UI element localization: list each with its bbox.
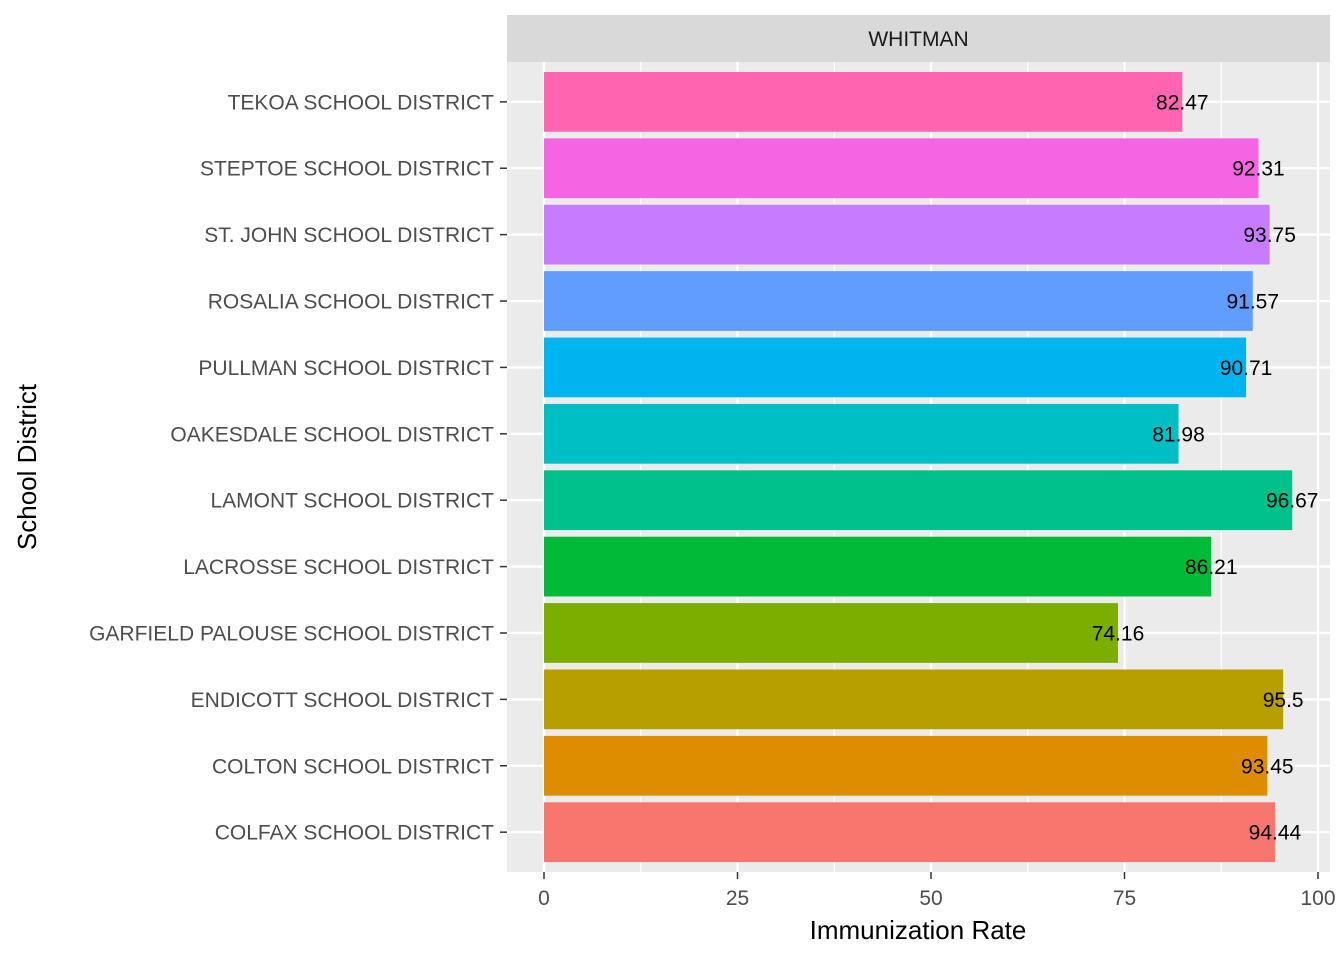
x-tick-label: 75: [1113, 887, 1136, 910]
bar: [544, 204, 1270, 265]
bar-data-label: 91.57: [1226, 291, 1279, 314]
x-tick-label: 0: [538, 887, 550, 910]
x-tick-label: 50: [919, 887, 942, 910]
y-tick-label: OAKESDALE SCHOOL DISTRICT: [170, 423, 494, 446]
y-tick-label: STEPTOE SCHOOL DISTRICT: [200, 158, 494, 181]
bar: [544, 536, 1212, 597]
bar: [544, 138, 1259, 199]
bar-data-label: 81.98: [1152, 423, 1205, 446]
y-tick-label: ST. JOHN SCHOOL DISTRICT: [204, 224, 494, 247]
y-tick-label: ROSALIA SCHOOL DISTRICT: [208, 291, 494, 314]
y-tick-label: COLFAX SCHOOL DISTRICT: [215, 822, 494, 845]
bar: [544, 337, 1247, 398]
bar-data-label: 82.47: [1156, 91, 1209, 114]
y-tick-label: PULLMAN SCHOOL DISTRICT: [198, 357, 494, 380]
bar-data-labels: 94.44 93.45 95.5 74.16 86.21 96.67 81.98 90.71 9…: [1092, 91, 1319, 844]
bar-data-label: 74.16: [1092, 622, 1145, 645]
bar: [544, 802, 1275, 863]
x-axis: 0 25 50 75 100: [538, 872, 1336, 910]
bar: [544, 470, 1293, 531]
bar: [544, 271, 1253, 331]
y-tick-label: GARFIELD PALOUSE SCHOOL DISTRICT: [89, 622, 494, 645]
y-tick-label: COLTON SCHOOL DISTRICT: [212, 755, 494, 778]
y-tick-label: TEKOA SCHOOL DISTRICT: [228, 91, 495, 114]
x-tick-label: 100: [1300, 887, 1335, 910]
bar-data-label: 96.67: [1266, 490, 1319, 513]
bar: [544, 669, 1284, 730]
bar: [544, 71, 1183, 132]
bar-data-label: 86.21: [1185, 556, 1238, 579]
bar: [544, 735, 1268, 796]
bar-data-label: 90.71: [1220, 357, 1273, 380]
facet-label: WHITMAN: [868, 28, 968, 51]
bars: [544, 71, 1293, 863]
bar-data-label: 92.31: [1232, 158, 1285, 181]
bar-data-label: 93.45: [1241, 755, 1294, 778]
bar-data-label: 93.75: [1243, 224, 1296, 247]
y-tick-label: LACROSSE SCHOOL DISTRICT: [183, 556, 494, 579]
bar-data-label: 95.5: [1263, 689, 1304, 712]
bar: [544, 403, 1179, 464]
y-axis-title: School District: [12, 383, 42, 550]
bar-data-label: 94.44: [1249, 822, 1302, 845]
y-tick-label: ENDICOTT SCHOOL DISTRICT: [191, 689, 495, 712]
y-axis: COLFAX SCHOOL DISTRICT COLTON SCHOOL DIST…: [89, 91, 507, 845]
x-tick-label: 25: [726, 887, 749, 910]
x-axis-title: Immunization Rate: [810, 915, 1027, 945]
bar: [544, 603, 1118, 663]
y-tick-label: LAMONT SCHOOL DISTRICT: [210, 490, 494, 513]
facet-strip: [507, 15, 1330, 62]
